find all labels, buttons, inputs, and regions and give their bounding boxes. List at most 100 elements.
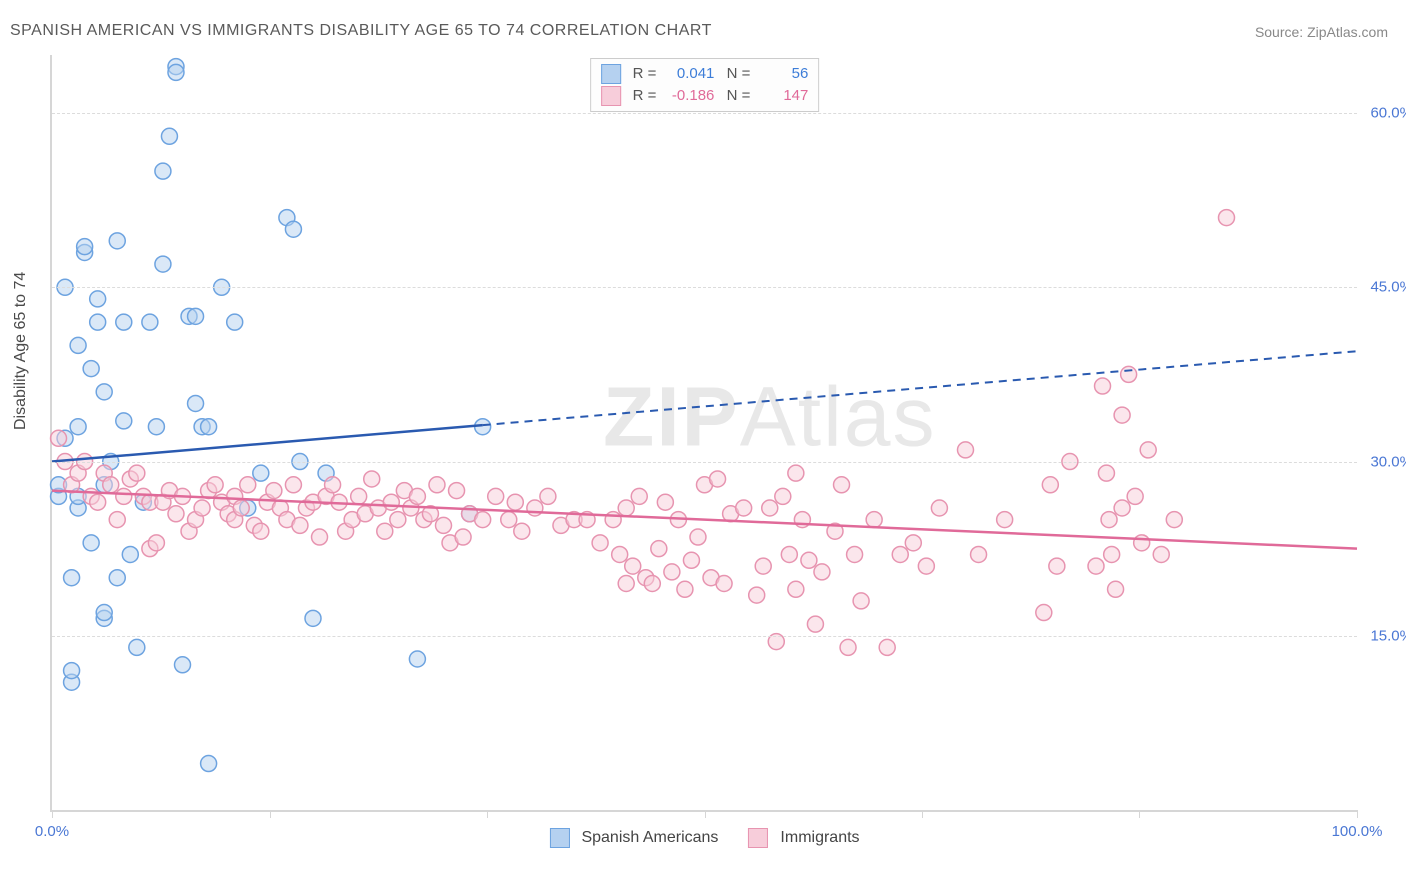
scatter-point	[905, 535, 921, 551]
scatter-point	[285, 221, 301, 237]
scatter-point	[631, 488, 647, 504]
scatter-point	[605, 512, 621, 528]
scatter-point	[409, 488, 425, 504]
scatter-point	[1098, 465, 1114, 481]
scatter-point	[710, 471, 726, 487]
trend-line-solid	[52, 425, 483, 461]
gridline	[52, 113, 1357, 114]
scatter-point	[175, 657, 191, 673]
scatter-point	[240, 477, 256, 493]
y-tick-label: 15.0%	[1363, 627, 1406, 644]
scatter-point	[1121, 366, 1137, 382]
swatch-series1	[601, 64, 621, 84]
r-label: R =	[633, 63, 657, 85]
scatter-point	[70, 419, 86, 435]
scatter-point	[51, 430, 67, 446]
scatter-point	[188, 308, 204, 324]
legend-label-1: Spanish Americans	[581, 829, 718, 847]
scatter-point	[592, 535, 608, 551]
stats-legend-box: R = 0.041 N = 56 R = -0.186 N = 147	[590, 58, 820, 112]
source-link[interactable]: Source: ZipAtlas.com	[1255, 24, 1388, 40]
scatter-point	[488, 488, 504, 504]
swatch-series2	[601, 86, 621, 106]
scatter-svg	[52, 55, 1357, 810]
scatter-point	[194, 500, 210, 516]
scatter-point	[168, 64, 184, 80]
scatter-point	[514, 523, 530, 539]
r-value-2: -0.186	[664, 85, 714, 107]
scatter-point	[325, 477, 341, 493]
n-value-1: 56	[758, 63, 808, 85]
stats-row-2: R = -0.186 N = 147	[601, 85, 809, 107]
bottom-legend: Spanish Americans Immigrants	[549, 828, 859, 848]
scatter-point	[351, 488, 367, 504]
scatter-point	[83, 361, 99, 377]
scatter-point	[116, 488, 132, 504]
scatter-point	[188, 395, 204, 411]
scatter-point	[762, 500, 778, 516]
n-label: N =	[722, 63, 750, 85]
scatter-point	[475, 512, 491, 528]
scatter-point	[109, 570, 125, 586]
scatter-point	[1134, 535, 1150, 551]
r-label: R =	[633, 85, 657, 107]
scatter-point	[527, 500, 543, 516]
scatter-point	[847, 546, 863, 562]
scatter-point	[997, 512, 1013, 528]
scatter-point	[1219, 210, 1235, 226]
x-tick	[270, 810, 271, 818]
scatter-point	[749, 587, 765, 603]
scatter-point	[96, 384, 112, 400]
scatter-point	[716, 576, 732, 592]
swatch-series1	[549, 828, 569, 848]
scatter-point	[1049, 558, 1065, 574]
scatter-point	[129, 639, 145, 655]
scatter-point	[161, 128, 177, 144]
scatter-point	[116, 314, 132, 330]
scatter-point	[657, 494, 673, 510]
x-tick	[1357, 810, 1358, 818]
scatter-point	[775, 488, 791, 504]
scatter-point	[390, 512, 406, 528]
scatter-point	[1108, 581, 1124, 597]
scatter-point	[501, 512, 517, 528]
legend-label-2: Immigrants	[780, 829, 859, 847]
scatter-point	[690, 529, 706, 545]
n-label: N =	[722, 85, 750, 107]
x-tick	[705, 810, 706, 818]
scatter-point	[664, 564, 680, 580]
scatter-point	[625, 558, 641, 574]
stats-row-1: R = 0.041 N = 56	[601, 63, 809, 85]
scatter-point	[834, 477, 850, 493]
scatter-point	[201, 419, 217, 435]
scatter-point	[618, 576, 634, 592]
plot-area: ZIPAtlas R = 0.041 N = 56 R = -0.186 N =…	[50, 55, 1357, 812]
scatter-point	[1153, 546, 1169, 562]
scatter-point	[285, 477, 301, 493]
y-tick-label: 60.0%	[1363, 105, 1406, 122]
scatter-point	[266, 483, 282, 499]
scatter-point	[377, 523, 393, 539]
scatter-point	[683, 552, 699, 568]
scatter-point	[1127, 488, 1143, 504]
scatter-point	[879, 639, 895, 655]
scatter-point	[155, 256, 171, 272]
scatter-point	[83, 535, 99, 551]
swatch-series2	[748, 828, 768, 848]
scatter-point	[840, 639, 856, 655]
x-tick	[52, 810, 53, 818]
x-tick	[1139, 810, 1140, 818]
x-tick	[487, 810, 488, 818]
scatter-point	[1114, 500, 1130, 516]
scatter-point	[781, 546, 797, 562]
scatter-point	[383, 494, 399, 510]
scatter-point	[436, 517, 452, 533]
scatter-point	[233, 500, 249, 516]
scatter-point	[148, 535, 164, 551]
gridline	[52, 636, 1357, 637]
scatter-point	[651, 541, 667, 557]
scatter-point	[155, 163, 171, 179]
scatter-point	[1042, 477, 1058, 493]
scatter-point	[1140, 442, 1156, 458]
scatter-point	[207, 477, 223, 493]
